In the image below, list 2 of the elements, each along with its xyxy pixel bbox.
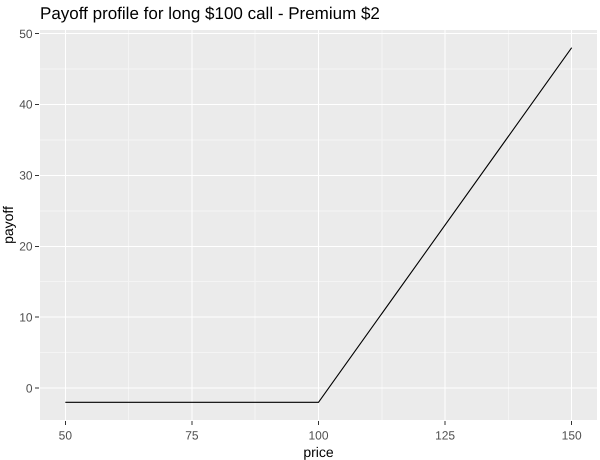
x-tick-label: 125 xyxy=(435,428,456,442)
x-tick-label: 150 xyxy=(562,428,582,442)
